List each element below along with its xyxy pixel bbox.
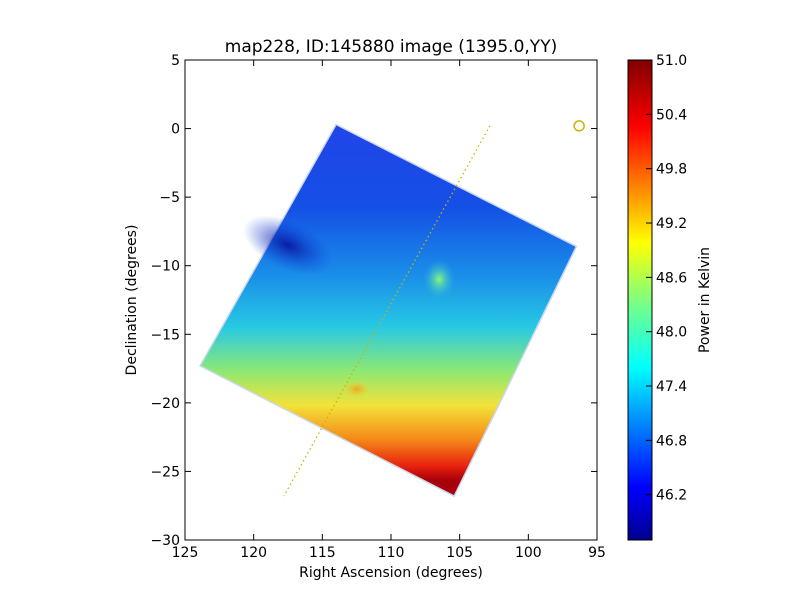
x-tick-label: 110 xyxy=(378,545,405,561)
hot-spot xyxy=(423,259,456,300)
plot-area xyxy=(199,120,585,498)
x-tick-label: 125 xyxy=(172,545,199,561)
warm-blob xyxy=(342,380,371,399)
x-tick-label: 120 xyxy=(240,545,267,561)
colorbar-tick-label: 47.4 xyxy=(656,379,687,395)
x-tick-label: 95 xyxy=(588,545,606,561)
x-tick-label: 115 xyxy=(309,545,336,561)
colorbar-tick-label: 46.8 xyxy=(656,433,687,449)
colorbar xyxy=(627,59,653,541)
cold-region xyxy=(243,215,333,275)
x-axis-ticks: 125 120 115 110 105 100 95 xyxy=(172,60,606,561)
colorbar-tick-label: 49.8 xyxy=(656,162,687,178)
colorbar-tick-label: 49.2 xyxy=(656,216,687,232)
colorbar-ticks: 46.2 46.8 47.4 48.0 48.6 49.2 49.8 50.4 51.0 xyxy=(646,53,687,504)
colorbar-tick-label: 48.6 xyxy=(656,270,687,286)
map-region xyxy=(199,123,578,498)
circle-marker xyxy=(573,120,585,132)
y-axis-ticks: 5 0 −5 −10 −15 −20 −25 −30 xyxy=(150,53,597,549)
chart-title: map228, ID:145880 image (1395.0,YY) xyxy=(225,37,557,57)
colorbar-tick-label: 46.2 xyxy=(656,488,687,504)
y-tick-label: −25 xyxy=(150,464,180,480)
y-tick-label: −5 xyxy=(159,190,180,206)
colorbar-tick-label: 48.0 xyxy=(656,325,687,341)
colorbar-tick-label: 50.4 xyxy=(656,107,687,123)
y-axis-label: Declination (degrees) xyxy=(124,225,140,376)
y-tick-label: −10 xyxy=(150,259,180,275)
y-tick-label: −15 xyxy=(150,327,180,343)
x-axis-label: Right Ascension (degrees) xyxy=(299,565,483,581)
colorbar-tick-label: 51.0 xyxy=(656,53,687,69)
y-tick-label: 5 xyxy=(171,53,180,69)
y-tick-label: 0 xyxy=(171,122,180,138)
dotted-line xyxy=(283,125,491,497)
colorbar-label: Power in Kelvin xyxy=(697,247,713,353)
y-tick-label: −20 xyxy=(150,396,180,412)
x-tick-label: 105 xyxy=(446,545,473,561)
x-tick-label: 100 xyxy=(515,545,542,561)
y-tick-label: −30 xyxy=(150,533,180,549)
